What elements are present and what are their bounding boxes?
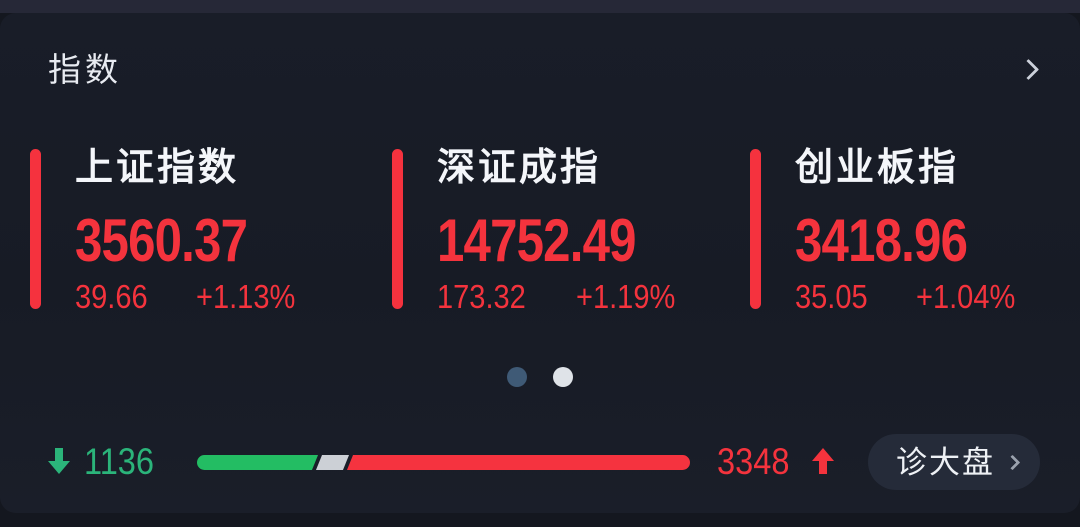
index-name: 创业板指 [795, 147, 960, 189]
market-breadth-row: 1136 3348 诊大盘 [0, 433, 1080, 491]
index-card-chinext[interactable]: 创业板指 3418.96 35.05 +1.04% [750, 147, 1070, 315]
top-gap [0, 0, 1080, 13]
index-card-shanghai[interactable]: 上证指数 3560.37 39.66 +1.13% [30, 147, 380, 315]
chevron-right-icon[interactable] [1017, 58, 1040, 80]
index-value: 3418.96 [795, 206, 968, 274]
index-panel: 指数 上证指数 3560.37 39.66 +1.13% 深证成指 14752.4… [0, 13, 1080, 513]
index-change-pct: +1.19% [575, 277, 676, 315]
index-change-row: 173.32 +1.19% [437, 277, 740, 315]
index-change: 35.05 [795, 277, 868, 315]
index-change-row: 35.05 +1.04% [795, 277, 1070, 315]
accent-bar [30, 149, 41, 309]
index-name: 深证成指 [437, 147, 602, 189]
index-value: 3560.37 [75, 206, 248, 274]
index-change-pct: +1.13% [195, 277, 295, 315]
diagnose-market-label: 诊大盘 [896, 444, 995, 480]
index-change: 173.32 [437, 277, 526, 315]
index-change-pct: +1.04% [915, 277, 1015, 315]
index-section-header[interactable]: 指数 [0, 43, 1080, 95]
diagnose-market-button[interactable]: 诊大盘 [868, 434, 1040, 490]
arrow-up-icon [811, 447, 835, 480]
index-value: 14752.49 [437, 206, 636, 274]
index-cards-row: 上证指数 3560.37 39.66 +1.13% 深证成指 14752.49 1… [0, 147, 1080, 315]
index-change: 39.66 [75, 277, 148, 315]
pagination-dot-2[interactable] [553, 367, 573, 387]
advancing-count: 3348 [717, 441, 790, 482]
accent-bar [750, 149, 761, 309]
breadth-bar-flat [316, 455, 350, 470]
declining-count: 1136 [84, 441, 155, 482]
breadth-bar-up [347, 455, 690, 470]
arrow-down-icon [47, 447, 71, 480]
index-change-row: 39.66 +1.13% [75, 277, 380, 315]
pagination-dot-1[interactable] [507, 367, 527, 387]
breadth-bar [197, 455, 690, 470]
chevron-right-icon [1004, 454, 1021, 470]
pagination-dots [0, 366, 1080, 388]
breadth-bar-down [197, 455, 319, 470]
bottom-gap [0, 513, 1080, 527]
index-card-shenzhen[interactable]: 深证成指 14752.49 173.32 +1.19% [392, 147, 740, 315]
accent-bar [392, 149, 403, 309]
index-name: 上证指数 [75, 147, 240, 189]
section-title: 指数 [48, 50, 122, 88]
